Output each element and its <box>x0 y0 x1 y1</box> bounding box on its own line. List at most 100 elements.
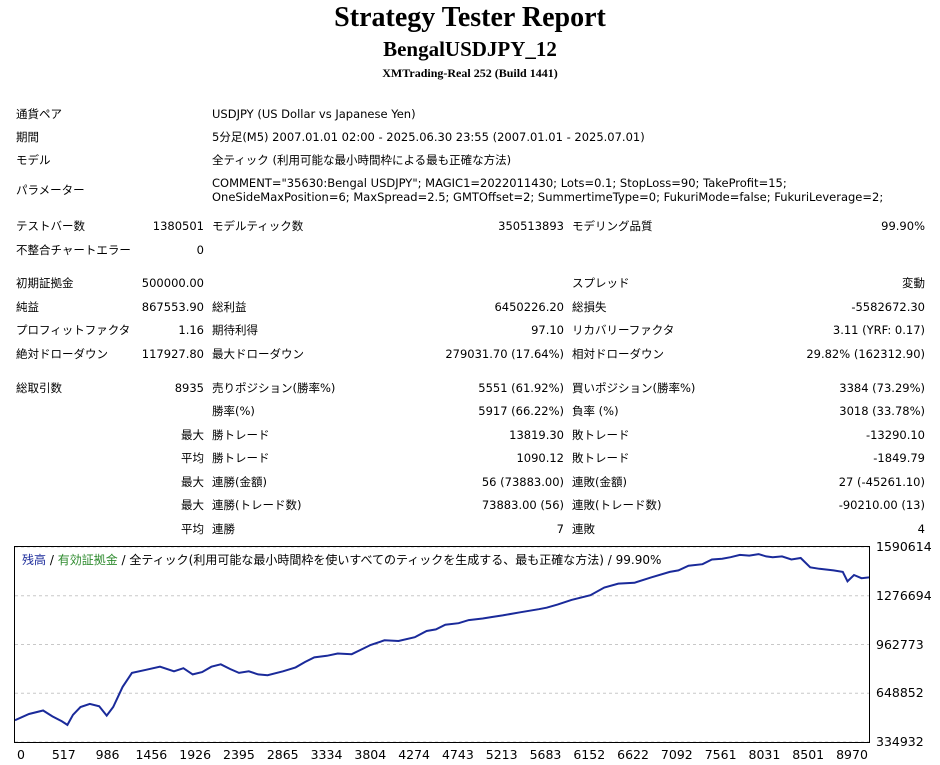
max-dd-value: 279031.70 (17.64%) <box>445 347 564 361</box>
avg-win-label: 勝トレード <box>212 451 270 465</box>
balance-chart <box>14 546 870 743</box>
net-value: 867553.90 <box>141 300 204 314</box>
x-tick-label: 5683 <box>529 747 562 762</box>
abs-dd-label: 絶対ドローダウン <box>16 347 108 361</box>
mismatch-label: 不整合チャートエラー <box>16 243 131 257</box>
legend-equity: 有効証拠金 <box>57 553 118 567</box>
long-value: 3384 (73.29%) <box>839 381 925 395</box>
total-trades-label: 総取引数 <box>16 381 62 395</box>
abs-dd-value: 117927.80 <box>141 347 204 361</box>
gross-loss-label: 総損失 <box>572 300 607 314</box>
bars-label: テストバー数 <box>16 219 85 233</box>
short-label: 売りポジション(勝率%) <box>212 381 336 395</box>
x-tick-label: 1456 <box>135 747 168 762</box>
legend-sep: / <box>46 553 58 567</box>
win-rate-value: 5917 (66.22%) <box>478 404 564 418</box>
spread-value: 変動 <box>902 276 925 290</box>
total-trades-value: 8935 <box>174 381 204 395</box>
rel-dd-label: 相対ドローダウン <box>572 347 664 361</box>
x-tick-label: 0 <box>17 747 25 762</box>
long-label: 買いポジション(勝率%) <box>572 381 696 395</box>
recovery-label: リカバリーファクタ <box>572 323 675 337</box>
mismatch-value: 0 <box>196 243 204 257</box>
avg-win-value: 1090.12 <box>516 451 564 465</box>
y-tick-label: 648852 <box>876 685 924 701</box>
cons-win-cnt-label: 連勝(トレード数) <box>212 498 302 512</box>
x-tick-label: 7561 <box>704 747 737 762</box>
avg-word: 平均 <box>181 522 204 536</box>
model-value: 全ティック (利用可能な最小時間枠による最も正確な方法) <box>212 153 512 167</box>
x-tick-label: 4743 <box>441 747 474 762</box>
balance-line <box>15 553 869 727</box>
y-tick-label: 334932 <box>876 734 924 749</box>
avg-cons-loss-value: 4 <box>917 522 925 536</box>
cons-loss-amt-label: 連敗(金額) <box>572 475 627 489</box>
ticks-value: 350513893 <box>498 219 564 233</box>
max-word: 最大 <box>181 428 204 442</box>
cons-loss-cnt-label: 連敗(トレード数) <box>572 498 662 512</box>
x-tick-label: 3804 <box>354 747 387 762</box>
y-tick-label: 1276694 <box>876 587 932 603</box>
model-label: モデル <box>16 153 51 167</box>
cons-loss-amt-value: 27 (-45261.10) <box>838 475 925 489</box>
avg-loss-value: -1849.79 <box>873 451 925 465</box>
gross-profit-value: 6450226.20 <box>494 300 564 314</box>
net-label: 純益 <box>16 300 39 314</box>
x-tick-label: 8501 <box>792 747 825 762</box>
params-label: パラメーター <box>16 183 85 197</box>
best-trade-value: 13819.30 <box>509 428 564 442</box>
balance-chart-svg <box>15 547 869 742</box>
x-tick-label: 5213 <box>485 747 518 762</box>
deposit-label: 初期証拠金 <box>16 276 74 290</box>
best-trade-label: 勝トレード <box>212 428 270 442</box>
x-tick-label: 3334 <box>310 747 343 762</box>
short-value: 5551 (61.92%) <box>478 381 564 395</box>
avg-loss-label: 敗トレード <box>572 451 630 465</box>
rel-dd-value: 29.82% (162312.90) <box>806 347 925 361</box>
x-tick-label: 517 <box>51 747 76 762</box>
symbol-value: USDJPY (US Dollar vs Japanese Yen) <box>212 107 416 121</box>
legend-description: / 全ティック(利用可能な最小時間枠を使いすべてのティックを生成する、最も正確な… <box>117 553 662 567</box>
spread-label: スプレッド <box>572 276 630 290</box>
cons-loss-cnt-value: -90210.00 (13) <box>838 498 925 512</box>
win-rate-label: 勝率(%) <box>212 404 255 418</box>
loss-rate-value: 3018 (33.78%) <box>839 404 925 418</box>
ea-name: BengalUSDJPY_12 <box>383 37 557 61</box>
expected-label: 期待利得 <box>212 323 258 337</box>
worst-trade-value: -13290.10 <box>865 428 925 442</box>
deposit-value: 500000.00 <box>141 276 204 290</box>
cons-win-amt-value: 56 (73883.00) <box>481 475 564 489</box>
x-tick-label: 1926 <box>179 747 212 762</box>
x-tick-label: 7092 <box>660 747 693 762</box>
x-tick-label: 8031 <box>748 747 781 762</box>
expected-value: 97.10 <box>531 323 564 337</box>
cons-win-amt-label: 連勝(金額) <box>212 475 267 489</box>
quality-value: 99.90% <box>881 219 925 233</box>
avg-cons-win-label: 連勝 <box>212 522 235 536</box>
x-tick-label: 6152 <box>573 747 606 762</box>
x-tick-label: 6622 <box>617 747 649 762</box>
chart-legend: 残高 / 有効証拠金 / 全ティック(利用可能な最小時間枠を使いすべてのティック… <box>22 551 661 568</box>
bars-value: 1380501 <box>152 219 204 233</box>
x-tick-label: 8970 <box>836 747 868 762</box>
period-label: 期間 <box>16 130 39 144</box>
x-tick-label: 2395 <box>223 747 255 762</box>
ticks-label: モデルティック数 <box>212 219 304 233</box>
x-tick-label: 986 <box>95 747 120 762</box>
params-value: COMMENT="35630:Bengal USDJPY"; MAGIC1=20… <box>212 176 884 204</box>
quality-label: モデリング品質 <box>572 219 653 233</box>
avg-cons-win-value: 7 <box>556 522 564 536</box>
worst-trade-label: 敗トレード <box>572 428 630 442</box>
legend-balance: 残高 <box>22 553 47 567</box>
loss-rate-label: 負率 (%) <box>572 404 619 418</box>
server-build: XMTrading-Real 252 (Build 1441) <box>382 66 558 80</box>
gross-loss-value: -5582672.30 <box>851 300 925 314</box>
max-dd-label: 最大ドローダウン <box>212 347 304 361</box>
max-word: 最大 <box>181 475 204 489</box>
x-tick-label: 2865 <box>266 747 299 762</box>
gross-profit-label: 総利益 <box>212 300 247 314</box>
avg-cons-loss-label: 連敗 <box>572 522 595 536</box>
period-value: 5分足(M5) 2007.01.01 02:00 - 2025.06.30 23… <box>212 130 645 144</box>
symbol-label: 通貨ペア <box>16 107 62 121</box>
cons-win-cnt-value: 73883.00 (56) <box>481 498 564 512</box>
